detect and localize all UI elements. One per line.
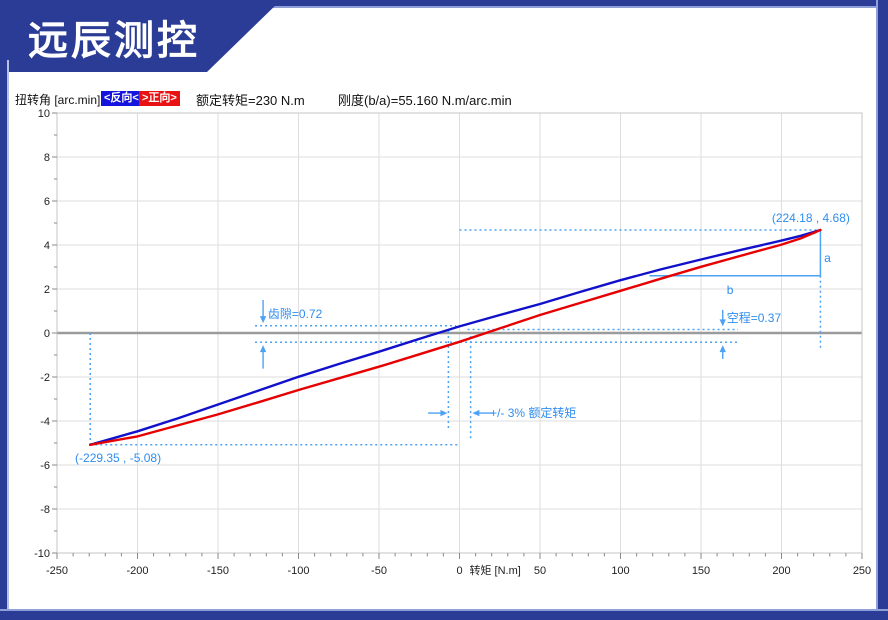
curve-reverse: [88, 228, 822, 446]
arrowhead-icon: [259, 316, 267, 324]
y-tick-label: 4: [44, 240, 50, 252]
x-tick-label: 50: [534, 565, 546, 577]
x-tick-label: 250: [853, 565, 871, 577]
window-border-top: [0, 0, 888, 6]
x-axis-title: 转矩 [N.m]: [470, 563, 521, 577]
x-tick-label: -200: [126, 565, 148, 577]
annotation-text: +/- 3% 额定转矩: [490, 405, 576, 420]
y-tick-label: 8: [44, 152, 50, 164]
annotation-text: 空程=0.37: [727, 310, 782, 325]
legend-forward-badge[interactable]: >正向>: [139, 91, 180, 106]
y-tick-label: -4: [40, 416, 50, 428]
window-border-left: [0, 0, 7, 620]
legend-reverse-badge[interactable]: <反向<: [101, 91, 142, 106]
annotation-text: 齿隙=0.72: [268, 307, 323, 321]
x-tick-label: 0: [456, 565, 462, 577]
y-tick-label: -10: [34, 548, 50, 560]
annotation-text: (224.18 , 4.68): [772, 211, 850, 225]
window-border-right-highlight: [876, 0, 878, 620]
brand-logo-text: 远辰测控: [28, 19, 200, 63]
y-tick-label: 0: [44, 328, 50, 340]
x-tick-label: 150: [692, 565, 710, 577]
window-border-right: [878, 0, 888, 620]
x-tick-label: -50: [371, 565, 387, 577]
arrowhead-icon: [472, 409, 480, 417]
x-tick-label: 100: [611, 565, 629, 577]
rated-torque-text: 额定转矩=230 N.m: [196, 93, 305, 108]
y-tick-label: 2: [44, 284, 50, 296]
arrowhead-icon: [259, 345, 267, 353]
y-tick-label: 10: [38, 108, 50, 120]
arrowhead-icon: [719, 319, 726, 327]
x-tick-label: 200: [772, 565, 790, 577]
arrowhead-icon: [719, 345, 726, 353]
y-axis-title: 扭转角 [arc.min]: [15, 93, 101, 107]
x-tick-label: -100: [287, 565, 309, 577]
stiffness-text: 刚度(b/a)=55.160 N.m/arc.min: [338, 93, 512, 108]
y-tick-label: -8: [40, 504, 50, 516]
annotation-text: (-229.35 , -5.08): [75, 451, 161, 465]
y-tick-label: -6: [40, 460, 50, 472]
curve-forward: [88, 228, 822, 446]
annotation-text: a: [824, 251, 831, 265]
arrowhead-icon: [440, 409, 448, 417]
x-tick-label: -150: [207, 565, 229, 577]
window-border-bottom-highlight: [0, 609, 888, 611]
window-border-bottom: [0, 611, 888, 620]
y-tick-label: 6: [44, 196, 50, 208]
window-border-left-highlight: [7, 60, 9, 620]
y-tick-label: -2: [40, 372, 50, 384]
window-border-top-highlight: [0, 6, 888, 8]
brand-banner: 远辰测控: [0, 0, 281, 72]
x-tick-label: -250: [46, 565, 68, 577]
annotation-text: b: [727, 283, 734, 297]
